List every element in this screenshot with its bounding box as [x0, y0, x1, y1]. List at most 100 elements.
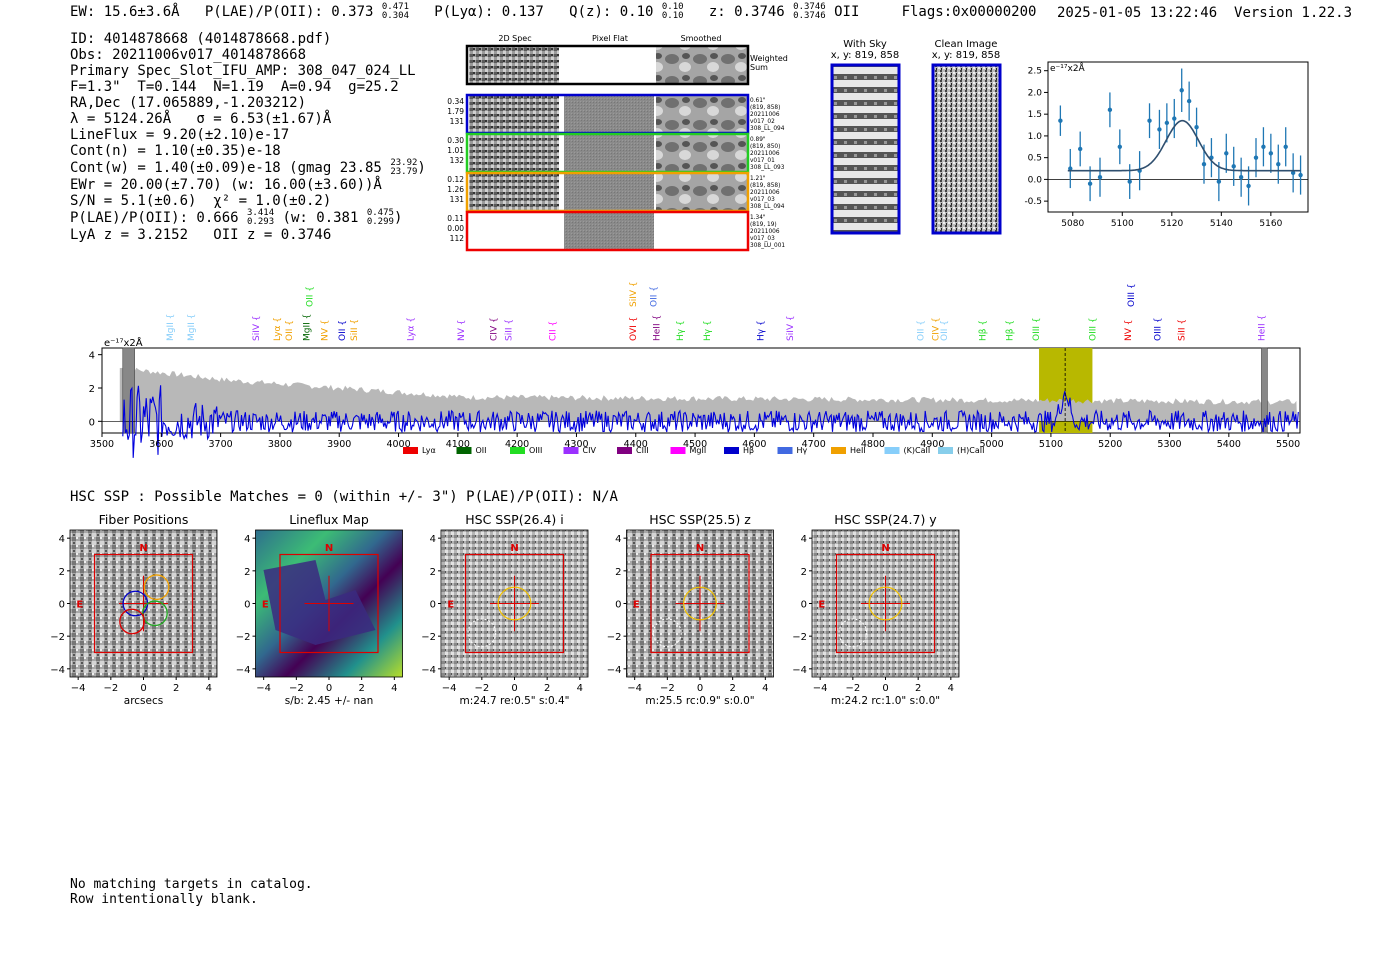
legend-swatch — [456, 447, 472, 454]
emission-line-label: MgII { — [166, 314, 176, 341]
panel-ytick-label: 0 — [615, 600, 621, 611]
fit-point — [1290, 170, 1296, 176]
cutout-right-info: 1.21" — [750, 176, 766, 182]
legend-label: Lyα — [422, 446, 436, 455]
panel-xtick-label: −2 — [845, 683, 860, 694]
sky-images: With Sky x, y: 819, 858 Clean Image x, y… — [830, 39, 1002, 235]
legend-swatch — [938, 447, 953, 454]
cutout-right-info: 20211006 — [750, 151, 780, 157]
cutout-right-info: v017_03 — [750, 197, 775, 203]
fit-point — [1077, 146, 1083, 152]
emission-line-label: Hγ { — [703, 320, 713, 341]
fit-point — [1283, 144, 1288, 149]
panel-ytick-label: 2 — [430, 567, 436, 578]
neighbor-circle — [467, 618, 497, 648]
cutout-smoothed — [656, 213, 747, 249]
emission-line-label: Hβ { — [1005, 320, 1015, 341]
panel-xtick-label: −4 — [71, 683, 86, 694]
panel-ytick-label: −2 — [421, 632, 436, 643]
cutout-right-info: 308_LU_001 — [750, 243, 785, 249]
legend-label: Hγ — [797, 446, 808, 455]
panel-ytick-label: 4 — [59, 534, 65, 545]
spec-xtick-label: 4800 — [861, 439, 885, 450]
spectrum-axes: 3500 3600 3700 3800 3900 4000 4100 4200 4300 4400… — [89, 351, 1301, 450]
panel-ytick-label: −4 — [236, 665, 251, 676]
east-label: E — [447, 600, 454, 611]
fit-point — [1107, 107, 1113, 113]
fit-point — [1097, 175, 1103, 180]
fit-point — [1179, 88, 1184, 93]
info-primary: Primary Spec_Slot_IFU_AMP: 308_047_024_L… — [70, 63, 416, 79]
panel-caption: m:24.7 re:0.5" s:0.4" — [460, 695, 570, 707]
panel-ytick-label: −2 — [792, 632, 807, 643]
header-summary: EW: 15.6±3.6Å P(LAE)/P(OII): 0.373 0.471… — [70, 3, 1036, 21]
cutout-right-info: v017_01 — [750, 158, 775, 164]
spec-xtick-label: 3500 — [90, 439, 114, 450]
emission-line-label: OII { — [306, 286, 316, 307]
header-qz: Q(z): 0.10 — [569, 4, 654, 20]
fit-point — [1238, 175, 1244, 180]
emission-line-label: MgII { — [187, 314, 197, 341]
emission-line-label: HeII { — [653, 315, 663, 341]
neighbor-circle — [838, 618, 868, 648]
cutout-pixelflat — [564, 174, 654, 210]
legend-label: CIV — [583, 446, 597, 455]
spec-xtick-label: 5200 — [1098, 439, 1122, 450]
panel-xtick-label: 4 — [577, 683, 583, 694]
cutout-pixelflat — [564, 135, 654, 171]
cutout-2dspec — [469, 174, 559, 210]
panel-ytick-label: 2 — [615, 567, 621, 578]
fit-ytick-label: 2.0 — [1028, 88, 1043, 98]
emission-line-label: OVI { — [629, 317, 639, 341]
legend-label: HeII — [850, 446, 866, 455]
fit-point — [1127, 179, 1132, 184]
panel-ytick-label: −2 — [607, 632, 622, 643]
fit-points — [1058, 68, 1303, 206]
emission-line-label: SiIV { — [252, 315, 262, 341]
panel-ytick-label: −4 — [421, 665, 436, 676]
fit-unit-label: e⁻¹⁷x2Å — [1050, 62, 1086, 74]
fit-point — [1216, 179, 1222, 184]
panel-ytick-label: −4 — [607, 665, 622, 676]
info-radec: RA,Dec (17.065889,-1.203212) — [70, 95, 307, 111]
cutout-right-info: v017_03 — [750, 236, 775, 242]
spec-xtick-label: 4100 — [446, 439, 470, 450]
aperture-box — [464, 553, 565, 654]
lineflux-low-region — [263, 560, 376, 645]
panel-xtick-label: −2 — [289, 683, 304, 694]
fit-point — [1157, 127, 1162, 132]
legend-swatch — [670, 447, 686, 454]
fit-model-curve — [1067, 119, 1301, 172]
panel-xtick-label: 2 — [358, 683, 364, 694]
info-lineflux: LineFlux = 9.20(±2.10)e-17 — [70, 127, 290, 143]
clean-image-title: Clean Image — [935, 39, 998, 50]
spec-xtick-label: 3600 — [149, 439, 173, 450]
cutout-right-info: (819, 858) — [750, 183, 780, 189]
fit-ytick-label: 0.5 — [1028, 154, 1042, 164]
full-spectrum: MgII {MgII {SiIV {Lyα {OII {MgII {OII {N… — [89, 281, 1301, 458]
weighted-sum-smoothed — [656, 47, 747, 83]
cutout-pixelflat — [564, 96, 654, 132]
panel-caption: m:25.5 rc:0.9" s:0.0" — [645, 695, 754, 707]
spec-xtick-label: 4900 — [920, 439, 944, 450]
emission-line-label: SiIV { — [629, 281, 639, 307]
panel-xtick-label: −4 — [813, 683, 828, 694]
legend-label: MgII — [690, 446, 707, 455]
emission-line-label: MgII { — [303, 314, 313, 341]
hsc-summary: HSC SSP : Possible Matches = 0 (within +… — [70, 489, 618, 505]
fit-point — [1117, 144, 1123, 149]
north-label: N — [510, 543, 518, 554]
catalog-note: No matching targets in catalog. Row inten… — [70, 877, 313, 907]
panel-xtick-label: −2 — [103, 683, 118, 694]
fit-ytick-label: 2.5 — [1028, 67, 1042, 77]
cutout-right-info: 20211006 — [750, 190, 780, 196]
cutout-right-info: 308_LL_094 — [750, 126, 785, 132]
spec-xtick-label: 4300 — [564, 439, 588, 450]
spectrum-legend: Lyα OII OIII CIV CIII MgII Hβ Hγ HeII (K)CaII (H)C… — [403, 446, 984, 455]
panel-title: Lineflux Map — [289, 512, 369, 527]
panel-ytick-label: 0 — [59, 600, 65, 611]
legend-swatch — [510, 447, 525, 454]
cutout-left-stat: 1.01 — [447, 146, 464, 155]
spectrum-frame — [101, 347, 1301, 434]
emission-line-label: OII { — [285, 320, 295, 341]
